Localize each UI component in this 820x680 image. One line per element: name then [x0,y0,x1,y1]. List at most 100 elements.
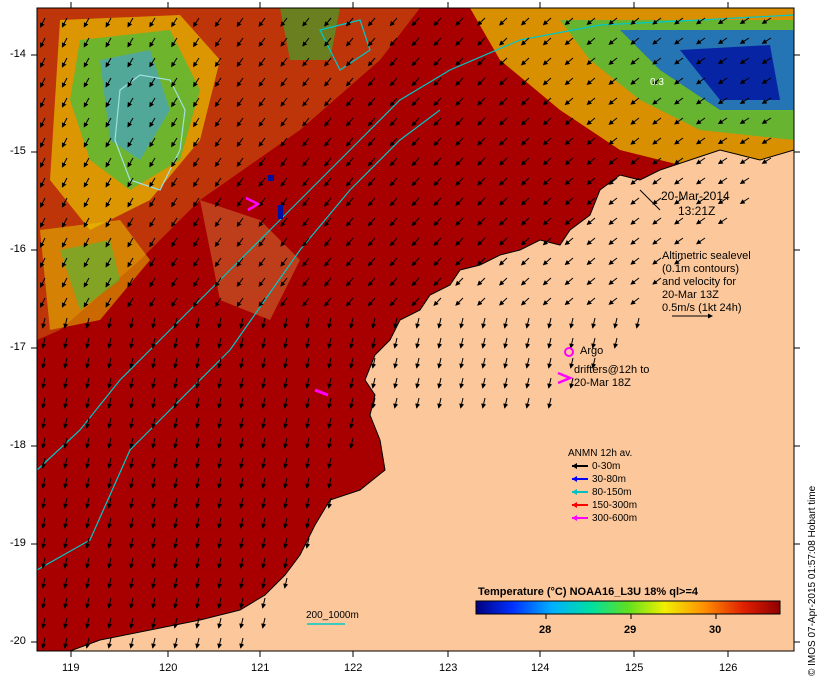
velocity-arrow [85,417,91,429]
velocity-arrow [63,637,69,649]
velocity-arrow [305,337,311,349]
velocity-arrow [261,477,267,489]
velocity-arrow [105,237,112,248]
velocity-arrow [83,77,90,88]
velocity-arrow [411,197,420,207]
velocity-arrow [239,577,245,589]
velocity-arrow [542,257,552,266]
velocity-arrow [280,137,288,147]
velocity-arrow [107,637,113,649]
velocity-arrow [367,277,376,287]
velocity-arrow [40,177,46,188]
velocity-arrow [630,57,640,65]
velocity-arrow [61,17,68,28]
velocity-arrow [258,37,266,47]
velocity-arrow [173,437,179,449]
velocity-arrow [63,417,69,429]
velocity-arrow [652,97,662,105]
velocity-arrow [195,477,201,489]
velocity-arrow [455,157,464,166]
velocity-arrow [302,297,310,307]
velocity-arrow [739,177,750,185]
velocity-arrow [107,497,113,509]
velocity-arrow [459,397,465,409]
velocity-arrow [107,557,113,569]
velocity-arrow [258,17,266,27]
velocity-arrow [173,517,179,529]
velocity-arrow [195,497,201,509]
velocity-arrow [630,177,640,185]
velocity-arrow [389,277,398,287]
velocity-arrow [411,277,420,287]
velocity-arrow [542,37,552,46]
velocity-arrow [324,217,332,227]
velocity-arrow [151,437,157,449]
velocity-arrow [280,117,288,127]
velocity-arrow [127,217,134,228]
velocity-arrow [327,337,333,349]
velocity-arrow [173,477,179,489]
velocity-arrow [151,617,157,629]
velocity-arrow [477,297,486,306]
velocity-arrow [63,317,69,329]
velocity-arrow [367,117,376,127]
velocity-arrow [591,317,597,329]
velocity-arrow [41,537,47,549]
velocity-arrow [477,197,486,206]
velocity-arrow [547,317,553,329]
velocity-arrow [129,357,135,369]
velocity-arrow [542,217,552,226]
velocity-arrow [236,197,244,208]
velocity-arrow [433,297,442,306]
velocity-arrow [40,297,46,308]
velocity-arrow [236,17,244,28]
velocity-arrow [586,237,596,246]
velocity-arrow [586,277,596,286]
velocity-arrow [717,177,728,185]
velocity-arrow [258,137,266,147]
velocity-arrow [173,417,179,429]
velocity-arrow [258,297,266,307]
velocity-arrow [258,277,266,287]
velocity-arrow [195,557,201,569]
velocity-arrow [739,17,750,25]
velocity-arrow [195,517,201,529]
velocity-arrow [324,117,332,127]
velocity-arrow [499,17,508,26]
velocity-arrow [608,157,618,165]
velocity-arrow [214,57,222,68]
velocity-arrow [564,77,574,86]
velocity-arrow [367,197,376,207]
velocity-arrow [411,177,420,187]
velocity-arrow [129,517,135,529]
velocity-arrow [477,277,486,286]
velocity-arrow [564,57,574,66]
velocity-arrow [327,357,333,369]
velocity-arrow [127,117,134,128]
velocity-arrow [696,117,706,125]
velocity-arrow [85,437,91,449]
velocity-arrow [630,237,640,245]
velocity-arrow [83,257,90,268]
velocity-arrow [107,457,113,469]
velocity-arrow [40,217,46,228]
velocity-arrow [192,257,200,268]
velocity-arrow [437,357,443,369]
velocity-arrow [151,317,157,329]
velocity-arrow [455,117,464,126]
velocity-arrow [520,297,530,306]
velocity-arrow [564,97,574,106]
drifters-label-line: 20-Mar 18Z [574,377,631,389]
velocity-arrow [302,237,310,247]
velocity-arrow [459,377,465,389]
velocity-arrow [280,37,288,47]
velocity-arrow [171,77,178,88]
velocity-arrow [389,237,398,247]
velocity-arrow [149,117,156,128]
velocity-arrow [389,17,398,27]
drifter-legend-marker [557,371,574,385]
velocity-arrow [367,297,376,307]
velocity-arrow [107,397,113,409]
velocity-arrow [499,277,508,286]
velocity-arrow [547,397,553,409]
